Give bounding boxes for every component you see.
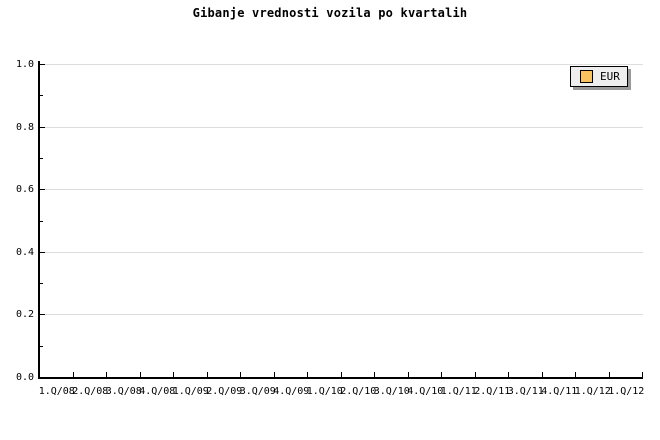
x-tick: [475, 372, 476, 377]
y-tick-label: 0.8: [15, 121, 34, 133]
y-tick-label: 0.2: [15, 309, 34, 321]
x-tick: [173, 372, 174, 377]
legend-label-eur: EUR: [600, 70, 620, 83]
x-tick-label: 2.Q/10: [340, 386, 377, 397]
x-tick: [341, 372, 342, 377]
x-tick-label: 1.Q/09: [172, 386, 209, 397]
legend: EUR: [570, 66, 628, 87]
y-tick-label: 0.0: [15, 372, 34, 383]
x-tick-label: 2.Q/08: [72, 386, 109, 397]
plot-area: [38, 61, 643, 379]
x-tick: [408, 372, 409, 377]
gridline: [40, 64, 643, 65]
y-minor-tick: [40, 345, 43, 347]
gridline: [40, 126, 643, 128]
legend-swatch-eur-icon: [580, 70, 593, 83]
y-major-tick: [40, 126, 45, 128]
x-tick-label: 4.Q/09: [273, 386, 310, 397]
x-tick: [73, 372, 74, 377]
x-tick-label: 2.Q/09: [206, 386, 243, 397]
x-tick-label: 3.Q/09: [239, 386, 276, 397]
y-major-tick: [40, 64, 45, 65]
x-tick-label: 1.Q/12: [608, 386, 645, 397]
y-major-tick: [40, 189, 45, 191]
y-minor-tick: [40, 95, 43, 97]
x-tick: [508, 372, 509, 377]
gridline: [40, 251, 643, 253]
x-tick: [207, 372, 208, 377]
x-tick-label: 2.Q/11: [474, 386, 511, 397]
x-tick-label: 4.Q/11: [541, 386, 578, 397]
y-minor-tick: [40, 283, 43, 285]
x-tick-label: 3.Q/10: [373, 386, 410, 397]
chart-title: Gibanje vrednosti vozila po kvartalih: [192, 6, 468, 20]
x-tick-label: 3.Q/08: [105, 386, 142, 397]
gridline: [40, 189, 643, 191]
y-major-tick: [40, 251, 45, 253]
x-tick: [140, 372, 141, 377]
x-tick-label: 4.Q/10: [407, 386, 444, 397]
x-tick: [542, 372, 543, 377]
x-tick: [575, 372, 576, 377]
x-tick: [642, 372, 643, 377]
gridline: [40, 314, 643, 316]
x-tick: [374, 372, 375, 377]
x-tick: [307, 372, 308, 377]
y-major-tick: [40, 314, 45, 316]
y-minor-tick: [40, 157, 43, 159]
x-tick-label: 4.Q/08: [139, 386, 176, 397]
y-tick-label: 1.0: [15, 59, 34, 70]
y-minor-tick: [40, 220, 43, 222]
x-tick-label: 1.Q/08: [38, 386, 75, 397]
x-tick: [609, 372, 610, 377]
x-tick-label: 1.Q/10: [306, 386, 343, 397]
x-tick-label: 1.Q/12: [574, 386, 611, 397]
x-tick: [274, 372, 275, 377]
x-tick: [106, 372, 107, 377]
y-tick-label: 0.4: [15, 246, 34, 258]
x-tick-label: 1.Q/11: [440, 386, 477, 397]
y-tick-label: 0.6: [15, 184, 34, 196]
x-tick: [240, 372, 241, 377]
x-tick: [441, 372, 442, 377]
x-tick-label: 3.Q/11: [507, 386, 544, 397]
